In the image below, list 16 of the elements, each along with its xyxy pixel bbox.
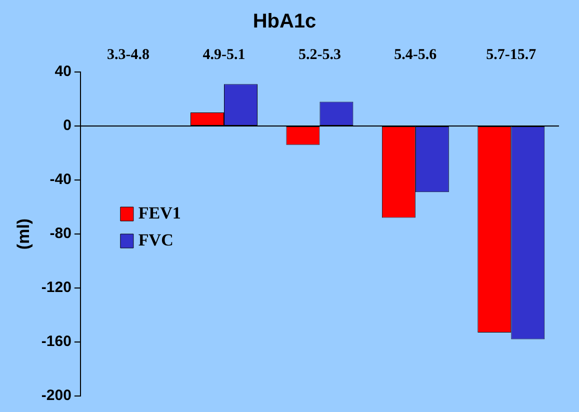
- x-tick-label: 5.4-5.6: [394, 46, 438, 63]
- x-tick-label: 4.9-5.1: [202, 46, 246, 63]
- x-tick-label: 3.3-4.8: [107, 46, 150, 63]
- y-tick-label: -80: [50, 225, 72, 242]
- x-tick-label: 5.2-5.3: [298, 46, 341, 63]
- x-tick-label: 5.7-15.7: [486, 46, 537, 63]
- legend-label: FVC: [138, 230, 174, 250]
- y-tick-label: 0: [63, 117, 72, 134]
- y-tick-label: -200: [41, 387, 72, 404]
- y-axis-title: (ml): [14, 218, 33, 250]
- chart-title: HbA1c: [252, 10, 316, 33]
- y-tick-label: -40: [50, 171, 72, 188]
- y-tick-label: -120: [41, 279, 72, 296]
- y-tick-label: -160: [41, 333, 72, 350]
- y-tick-label: 40: [54, 63, 72, 80]
- legend-label: FEV1: [138, 203, 181, 222]
